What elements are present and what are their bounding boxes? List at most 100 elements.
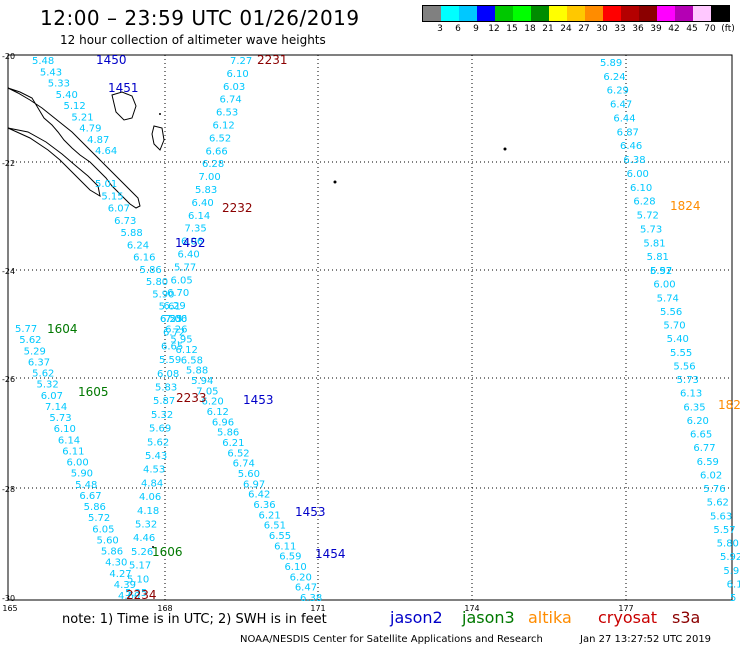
pass-time-label: 182: [718, 398, 740, 412]
wave-height-value: 6.73: [114, 216, 136, 227]
wave-height-value: 5.32: [151, 410, 173, 421]
wave-height-value: 5.48: [75, 480, 97, 491]
wave-height-value: 6.52: [209, 133, 231, 144]
wave-height-value: 5.73: [677, 375, 699, 386]
wave-height-value: 5.73: [49, 413, 71, 424]
wave-height-value: 6.67: [79, 491, 101, 502]
wave-height-value: 6.12: [213, 121, 235, 132]
wave-height-value: 4.84: [141, 478, 163, 489]
wave-height-value: 5.89: [600, 58, 622, 69]
wave-height-value: 6.65: [161, 341, 183, 352]
wave-height-value: 6.29: [164, 301, 186, 312]
legend-label: 24: [560, 24, 572, 34]
map-grid: [8, 55, 732, 600]
legend-label: 15: [506, 24, 518, 34]
wave-height-value: 6.23: [160, 314, 182, 325]
wave-height-value: 6.00: [627, 169, 649, 180]
satellite-name: jason2: [390, 608, 443, 627]
legend-swatch: [567, 6, 585, 21]
wave-height-value: 5.86: [217, 428, 239, 439]
legend-label: 9: [473, 24, 479, 34]
wave-height-value: 7.00: [165, 314, 187, 325]
generated-timestamp: Jan 27 13:27:52 UTC 2019: [580, 634, 712, 645]
wave-height-value: 5.61: [159, 302, 181, 313]
wave-height-value: 6.13: [680, 389, 702, 400]
wave-height-value: 4.06: [139, 492, 161, 503]
wave-height-value: 6.58: [181, 355, 203, 366]
latitude-label: -20: [2, 52, 15, 61]
longitude-label: 171: [310, 604, 325, 613]
wave-height-value: 6.08: [157, 369, 179, 380]
longitude-label: 168: [157, 604, 172, 613]
pass-time-label: 1824: [670, 199, 701, 213]
latitude-label: -26: [2, 375, 15, 384]
footer-note: note: 1) Time is in UTC; 2) SWH is in fe…: [62, 612, 327, 627]
wave-height-value: 6.20: [290, 572, 312, 583]
wave-height-value: 6.44: [613, 113, 635, 124]
legend-swatch: [513, 6, 531, 21]
wave-height-value: 7.27: [230, 56, 252, 67]
wave-height-value: 4.53: [143, 465, 165, 476]
wave-height-value: 5.43: [145, 451, 167, 462]
pass-time-label: 1604: [47, 322, 78, 336]
wave-height-value: 6.96: [212, 417, 234, 428]
wave-height-value: 6.06: [181, 237, 203, 248]
wave-height-value: 5.92: [650, 266, 672, 277]
legend-label: 12: [488, 24, 500, 34]
wave-height-value: 6.20: [687, 416, 709, 427]
wave-height-value: 6.10: [227, 69, 249, 80]
legend-label: 21: [542, 24, 554, 34]
satellite-pass-times: 1450 1451 2231 2232 1452 1604 1605 2233 1453 1453…: [47, 53, 740, 602]
pass-time-label: 2234: [126, 588, 157, 602]
wave-height-value: 6.07: [108, 204, 130, 215]
wave-height-value: 6.12: [207, 407, 229, 418]
legend-swatch: [621, 6, 639, 21]
pass-time-label: 2233: [176, 391, 207, 405]
wave-height-value: 5.35: [125, 588, 147, 599]
wave-height-value: 5.83: [195, 185, 217, 196]
wave-height-value: 4.60: [118, 591, 140, 602]
map-subtitle: 12 hour collection of altimeter wave hei…: [60, 33, 326, 47]
pass-time-label: 1605: [78, 385, 109, 399]
wave-height-value: 4.18: [137, 506, 159, 517]
wave-height-value: 6.74: [233, 459, 255, 470]
wave-height-value: 6.10: [284, 562, 306, 573]
wave-height-value: 6.00: [67, 458, 89, 469]
wave-height-value: 6.57: [650, 266, 672, 277]
wave-height-value: 6.40: [178, 250, 200, 261]
wave-height-value: 5.94: [191, 376, 213, 387]
wave-height-value: 6.70: [167, 288, 189, 299]
longitude-label: 177: [618, 604, 633, 613]
legend-label: 18: [524, 24, 536, 34]
wave-height-value: 6.05: [92, 524, 114, 535]
legend-label: 42: [668, 24, 680, 34]
wave-height-value: 6.38: [623, 155, 645, 166]
wave-height-value: 6.42: [248, 490, 270, 501]
wave-height-value: 5.12: [64, 101, 86, 112]
wave-height-value: 6.97: [243, 479, 265, 490]
wave-height-value: 6.55: [160, 314, 182, 325]
wave-height-value: 7.14: [45, 402, 67, 413]
wave-height-value: 6.36: [253, 500, 275, 511]
wave-height-value: 6.29: [607, 86, 629, 97]
wave-height-value: 6.10: [54, 424, 76, 435]
wave-height-value: 6.59: [279, 552, 301, 563]
legend-label: 6: [455, 24, 461, 34]
wave-height-value: 5.69: [149, 424, 171, 435]
wave-height-value: 6.47: [610, 100, 632, 111]
wave-height-value: 5.48: [32, 56, 54, 67]
wave-height-value: 7.35: [185, 224, 207, 235]
legend-swatch: [477, 6, 495, 21]
wave-height-value: 5.95: [170, 335, 192, 346]
wave-height-value: 6.65: [690, 430, 712, 441]
legend-label: 30: [596, 24, 608, 34]
wave-height-value: 6.55: [269, 531, 291, 542]
legend-swatch: [657, 6, 675, 21]
wave-height-value: 5: [730, 593, 736, 604]
legend-swatch: [603, 6, 621, 21]
wave-height-value: 6.53: [216, 108, 238, 119]
wave-height-value: 6.66: [206, 146, 228, 157]
legend-label: 27: [578, 24, 590, 34]
legend-swatch: [639, 6, 657, 21]
